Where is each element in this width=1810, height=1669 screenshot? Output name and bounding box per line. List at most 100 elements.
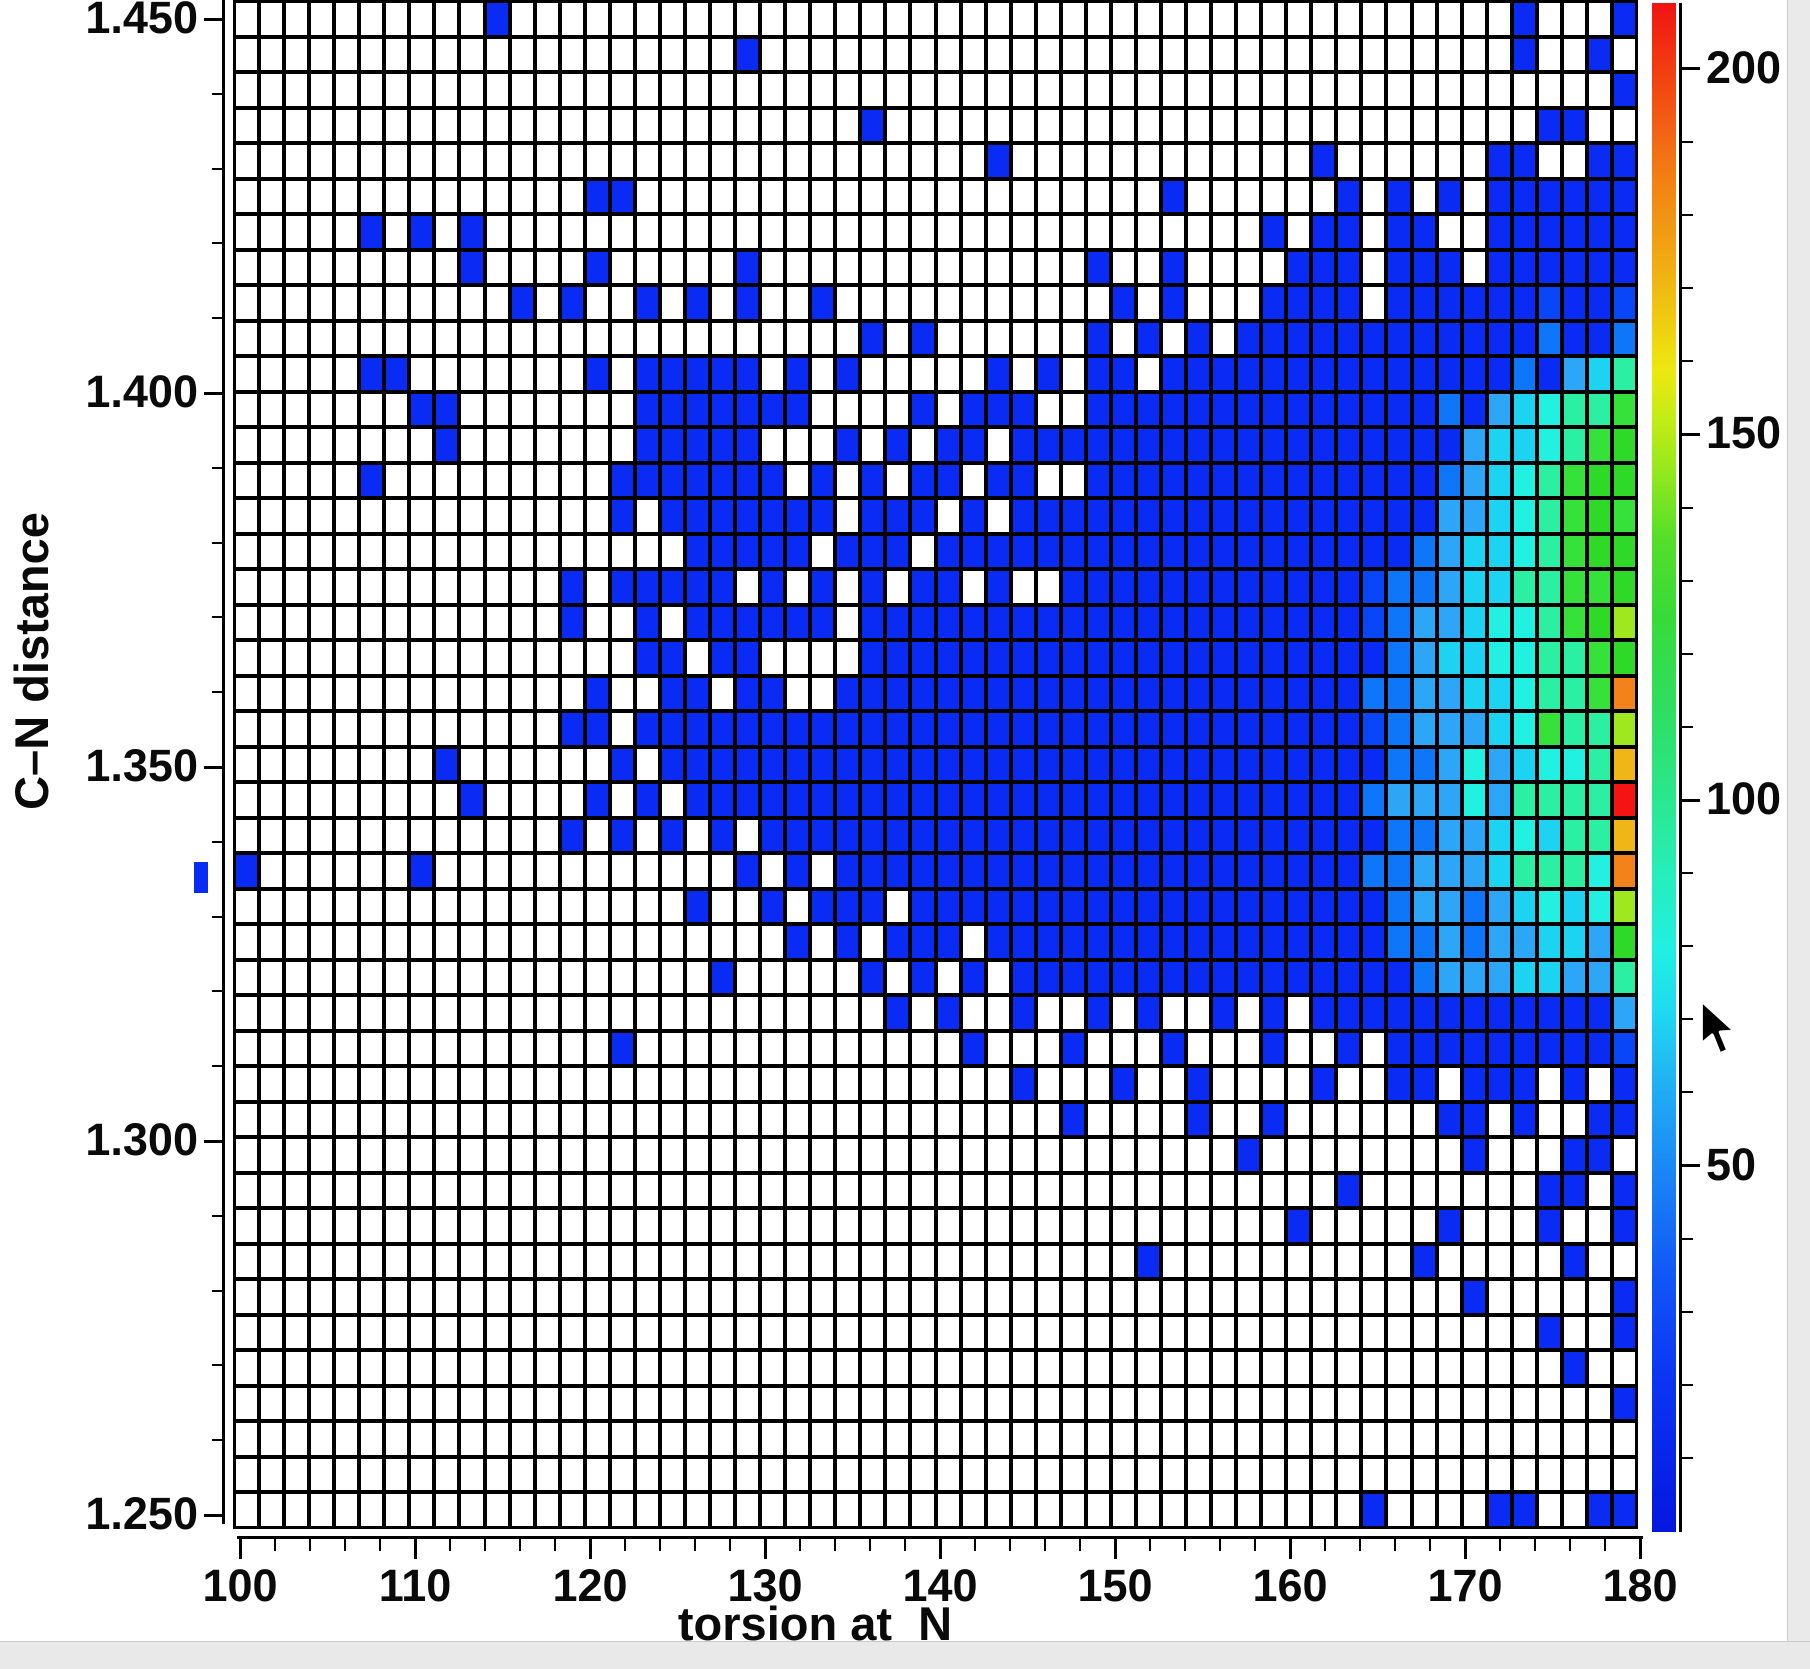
heatmap-cell: [436, 535, 458, 567]
heatmap-cell: [286, 1068, 308, 1100]
heatmap-cell: [712, 180, 734, 212]
heatmap-cell: [787, 216, 809, 248]
heatmap-cell: [536, 748, 558, 780]
heatmap-cell: [912, 784, 934, 816]
heatmap-cell: [787, 855, 809, 887]
tick-mark: [212, 616, 222, 619]
heatmap-cell: [787, 1352, 809, 1384]
tick-mark: [212, 242, 222, 245]
heatmap-cell: [762, 38, 784, 70]
heatmap-cell: [1413, 1103, 1435, 1135]
heatmap-cell: [1438, 1423, 1460, 1455]
heatmap-cell: [1563, 642, 1585, 674]
heatmap-cell: [1513, 1352, 1535, 1384]
bottom-window-strip[interactable]: [0, 1641, 1810, 1669]
heatmap-cell: [787, 1139, 809, 1171]
heatmap-cell: [1363, 500, 1385, 532]
heatmap-cell: [436, 997, 458, 1029]
heatmap-cell: [1538, 535, 1560, 567]
heatmap-cell: [1438, 1458, 1460, 1490]
heatmap-cell: [937, 1174, 959, 1206]
heatmap-cell: [361, 1174, 383, 1206]
heatmap-cell: [962, 1139, 984, 1171]
tick-mark: [1682, 1457, 1693, 1460]
heatmap-cell: [812, 1103, 834, 1135]
heatmap-cell: [1488, 677, 1510, 709]
heatmap-cell: [1338, 713, 1360, 745]
heatmap-cell: [1388, 393, 1410, 425]
heatmap-cell: [611, 855, 633, 887]
heatmap-cell: [937, 1281, 959, 1313]
heatmap-cell: [962, 1494, 984, 1526]
heatmap-cell: [1438, 784, 1460, 816]
heatmap-cell: [1588, 3, 1610, 35]
heatmap-cell: [511, 145, 533, 177]
heatmap-cell: [1488, 1387, 1510, 1419]
heatmap-cell: [787, 819, 809, 851]
heatmap-cell: [812, 251, 834, 283]
heatmap-cell: [1313, 429, 1335, 461]
heatmap-cell: [336, 855, 358, 887]
heatmap-cell: [486, 393, 508, 425]
heatmap-cell: [1438, 713, 1460, 745]
heatmap-cell: [1213, 145, 1235, 177]
heatmap-cell: [236, 961, 258, 993]
heatmap-cell: [1388, 1458, 1410, 1490]
heatmap-cell: [586, 926, 608, 958]
heatmap-cell: [1588, 997, 1610, 1029]
heatmap-cell: [286, 145, 308, 177]
heatmap-cell: [1238, 393, 1260, 425]
heatmap-cell: [386, 1245, 408, 1277]
tick-mark: [1682, 67, 1700, 71]
right-window-strip[interactable]: [1787, 0, 1810, 1668]
heatmap-cell: [812, 1032, 834, 1064]
heatmap-cell: [1162, 1316, 1185, 1348]
heatmap-cell: [1263, 571, 1285, 603]
heatmap-cell: [611, 926, 633, 958]
heatmap-cell: [1213, 1032, 1235, 1064]
heatmap-cell: [937, 74, 959, 106]
heatmap-cell: [661, 500, 683, 532]
heatmap-cell: [1313, 1423, 1335, 1455]
heatmap-cell: [1488, 855, 1510, 887]
heatmap-cell: [862, 393, 884, 425]
heatmap-cell: [1288, 3, 1310, 35]
heatmap-cell: [561, 216, 583, 248]
heatmap-cell: [1238, 784, 1260, 816]
heatmap-cell: [1137, 1174, 1159, 1206]
heatmap-cell: [561, 1245, 583, 1277]
heatmap-cell: [461, 251, 483, 283]
heatmap-cell: [1388, 961, 1410, 993]
heatmap-cell: [1613, 1387, 1635, 1419]
heatmap-cell: [311, 1352, 333, 1384]
heatmap-cell: [1087, 1139, 1109, 1171]
heatmap-cell: [1563, 251, 1585, 283]
heatmap-cell: [686, 819, 709, 851]
heatmap-cell: [486, 926, 508, 958]
heatmap-cell: [1213, 1316, 1235, 1348]
heatmap-cell: [1012, 819, 1034, 851]
heatmap-cell: [1313, 1245, 1335, 1277]
heatmap-cell: [411, 74, 433, 106]
heatmap-cell: [1288, 535, 1310, 567]
heatmap-cell: [236, 1316, 258, 1348]
heatmap-cell: [636, 1103, 658, 1135]
heatmap-cell: [1062, 855, 1084, 887]
heatmap-cell: [486, 1103, 508, 1135]
heatmap-plot-area[interactable]: [233, 0, 1638, 1529]
heatmap-cell: [1463, 1281, 1485, 1313]
heatmap-cell: [1413, 322, 1435, 354]
heatmap-cell: [1538, 1139, 1560, 1171]
heatmap-cell: [311, 571, 333, 603]
heatmap-cell: [1112, 1139, 1134, 1171]
heatmap-cell: [1413, 713, 1435, 745]
heatmap-cell: [1363, 180, 1385, 212]
heatmap-cell: [837, 1210, 859, 1242]
heatmap-cell: [1112, 1423, 1134, 1455]
heatmap-cell: [1463, 500, 1485, 532]
heatmap-cell: [1313, 677, 1335, 709]
heatmap-cell: [1188, 74, 1210, 106]
heatmap-cell: [962, 748, 984, 780]
heatmap-cell: [1012, 429, 1034, 461]
heatmap-cell: [1062, 677, 1084, 709]
